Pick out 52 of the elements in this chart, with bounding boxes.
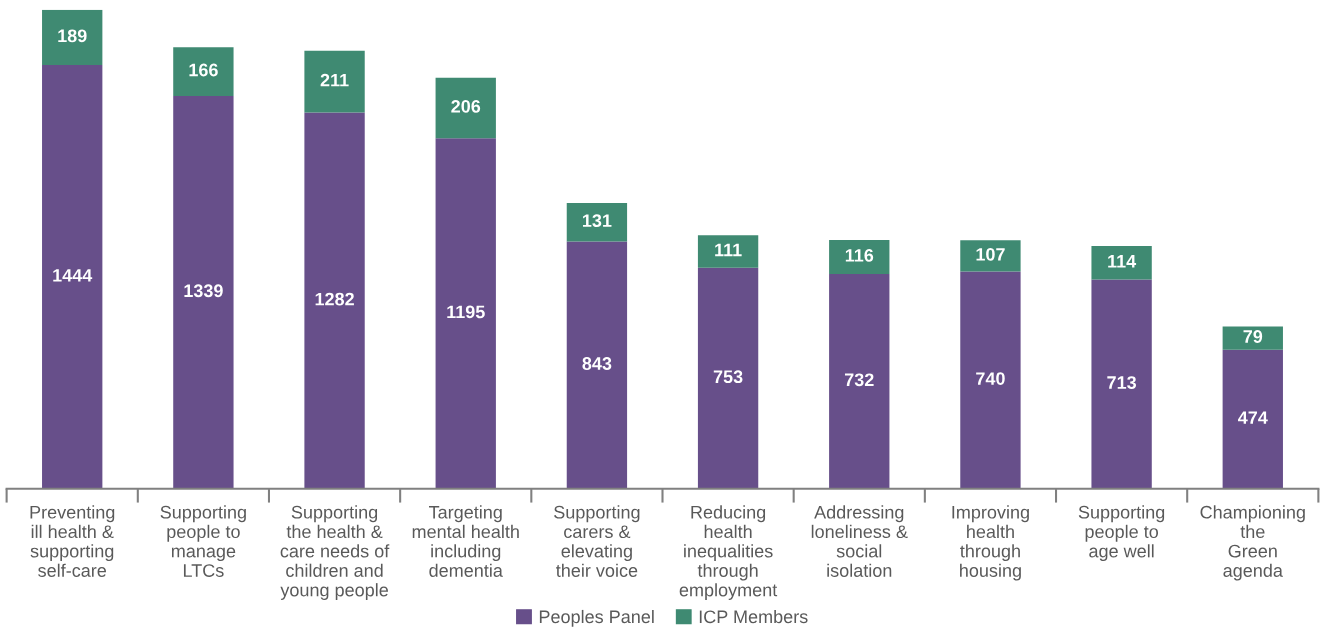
x-tick-label: Improving health through housing xyxy=(952,505,1029,581)
bar xyxy=(42,9,103,66)
data-label: 740 xyxy=(976,372,1005,385)
bar xyxy=(697,235,759,268)
data-label: 166 xyxy=(189,63,218,77)
x-tick-label: Targeting mental health including dementia xyxy=(412,505,519,577)
x-tick-label: Reducing health inequalities through employment xyxy=(679,505,778,600)
data-label: 116 xyxy=(845,249,874,262)
data-label: 1339 xyxy=(184,284,223,298)
bar xyxy=(697,267,759,489)
data-label: 1282 xyxy=(315,292,354,306)
x-tick-label: Championing the Green agenda xyxy=(1200,505,1305,581)
bar xyxy=(1091,246,1152,280)
data-label: 713 xyxy=(1107,376,1137,389)
bar xyxy=(960,271,1021,489)
data-label: 211 xyxy=(320,73,349,87)
x-tick-label: Supporting people to manage LTCs xyxy=(160,505,246,577)
data-label: 189 xyxy=(58,29,87,43)
bar xyxy=(1091,279,1152,489)
x-tick-label: Supporting carers & elevating their voice xyxy=(554,505,640,577)
bar xyxy=(829,239,890,274)
bar xyxy=(829,273,890,489)
bar xyxy=(173,47,234,96)
bar xyxy=(1222,326,1283,350)
bar xyxy=(42,65,103,489)
bar xyxy=(304,50,365,113)
data-label: 1444 xyxy=(53,269,93,282)
legend-label: Peoples Panel xyxy=(539,609,654,627)
bar xyxy=(435,77,496,139)
data-label: 114 xyxy=(1108,255,1137,268)
data-label: 732 xyxy=(844,373,874,387)
data-label: 206 xyxy=(451,99,481,113)
data-label: 79 xyxy=(1243,330,1263,343)
bar xyxy=(1222,349,1283,489)
data-label: 1195 xyxy=(447,305,485,319)
bar xyxy=(566,202,628,242)
bar xyxy=(566,241,628,489)
legend-label: ICP Members xyxy=(699,609,808,624)
bar xyxy=(435,138,496,489)
x-tick-label: Supporting the health & care needs of children and young people xyxy=(280,505,390,600)
x-tick-label: Supporting people to age well xyxy=(1078,505,1165,562)
x-tick-label: Addressing loneliness & social isolation xyxy=(811,505,908,577)
data-label: 843 xyxy=(582,357,612,370)
x-tick-label: Preventing ill health & supporting self-care xyxy=(30,505,115,577)
data-label: 111 xyxy=(715,243,742,257)
bar xyxy=(960,240,1021,272)
data-label: 131 xyxy=(582,214,612,228)
data-label: 107 xyxy=(976,247,1005,261)
bar xyxy=(173,95,234,489)
bar xyxy=(304,112,365,489)
data-label: 474 xyxy=(1238,411,1268,424)
data-label: 753 xyxy=(713,370,743,384)
